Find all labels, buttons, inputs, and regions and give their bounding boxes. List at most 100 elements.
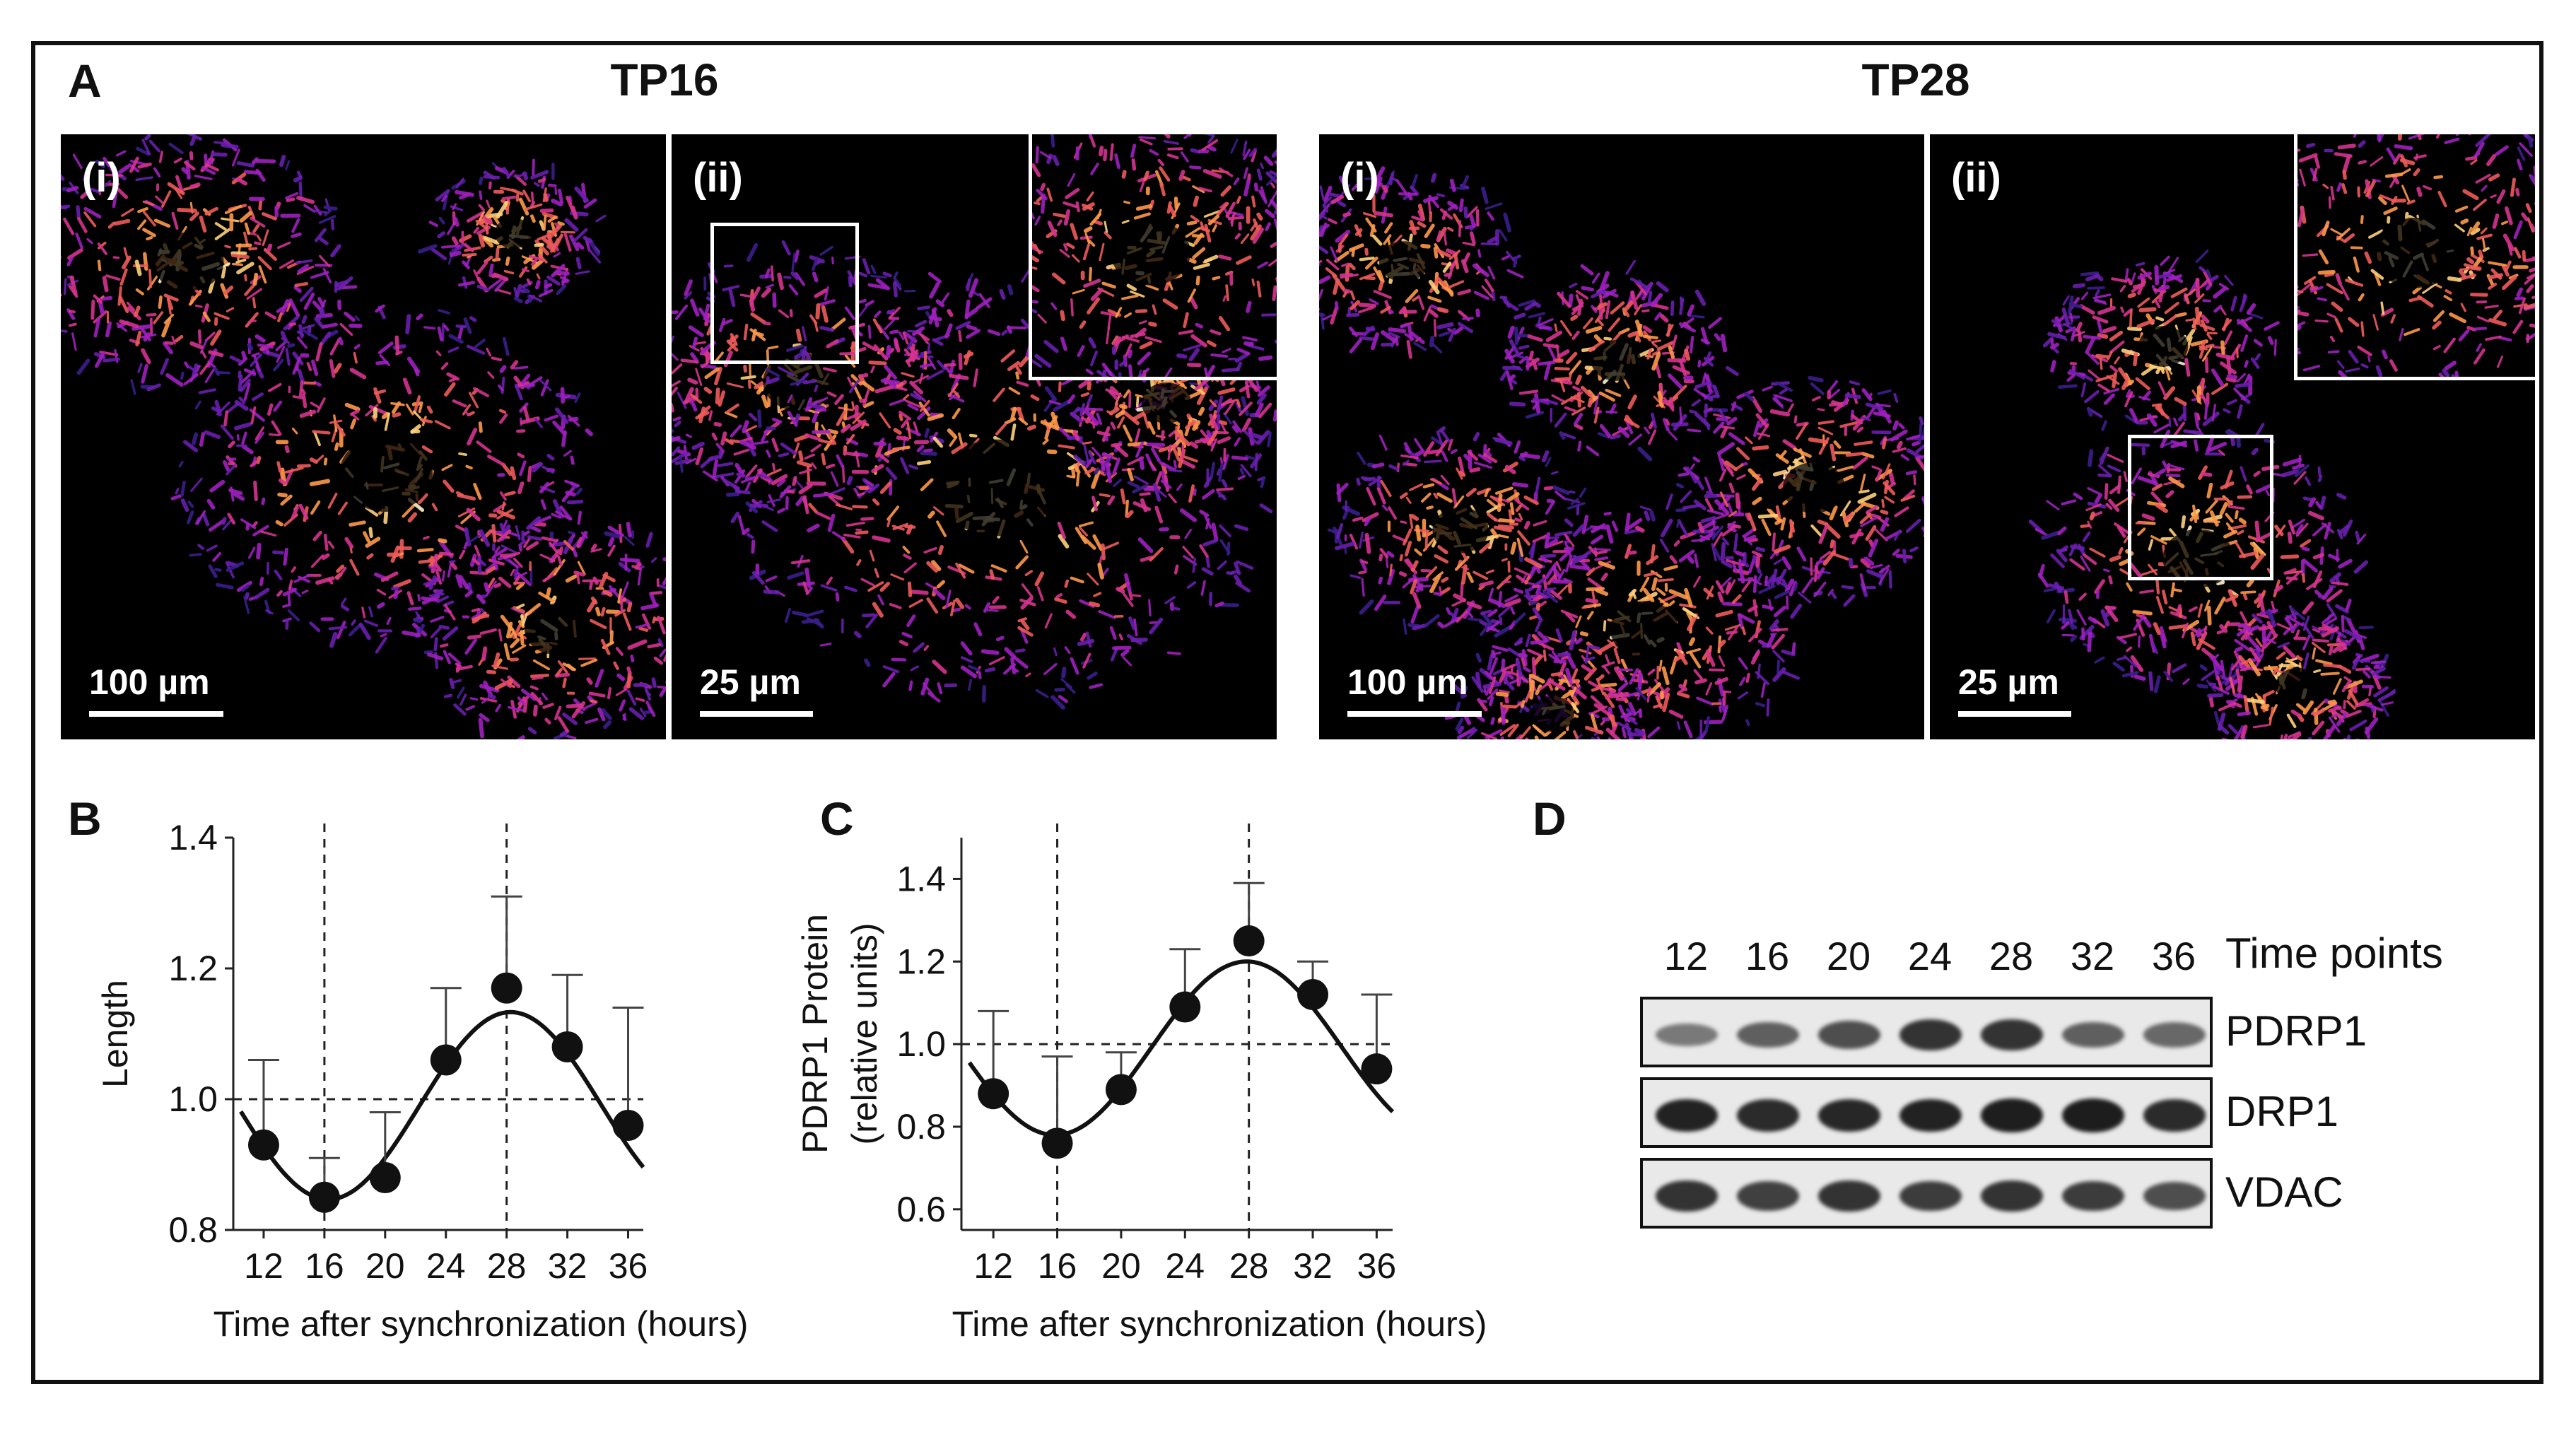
time-points-label: Time points (2225, 930, 2443, 977)
data-point (551, 1031, 583, 1062)
x-tick-label: 32 (548, 1246, 587, 1286)
blot-band (1818, 1021, 1880, 1049)
blot-strip-pdrp1 (1640, 997, 2213, 1067)
group-title-tp28: TP28 (1861, 54, 1970, 105)
blot-band (2143, 1099, 2206, 1132)
data-point (430, 1044, 462, 1076)
chart-length: 0.8 1.0 1.2 1.4 12 16 20 24 28 32 36 Time after syn… (71, 806, 778, 1385)
x-tick-label: 36 (609, 1246, 648, 1286)
inset-zoom (1029, 134, 1277, 380)
time-point-label: 32 (2070, 934, 2115, 978)
x-tick-label: 20 (1101, 1246, 1141, 1286)
x-tick-label: 28 (1229, 1246, 1269, 1286)
x-axis-label: Time after synchronization (hours) (952, 1304, 1487, 1344)
x-tick-label: 20 (365, 1246, 405, 1286)
time-point-label: 12 (1663, 934, 1709, 978)
micrograph-tp16-ii: (ii) 25 µm (672, 134, 1277, 739)
panel-letter-c: C (820, 792, 854, 845)
blot-band (1899, 1180, 1962, 1212)
time-point-label: 28 (1989, 934, 2034, 978)
time-point-label: 16 (1745, 934, 1790, 978)
y-axis-label: PDRP1 Protein (795, 914, 835, 1154)
y-axis-label: (relative units) (845, 923, 884, 1145)
blot-band (1899, 1098, 1962, 1132)
time-point-label: 24 (1907, 934, 1953, 978)
blot-band (2062, 1021, 2124, 1048)
blot-band (1737, 1021, 1799, 1048)
time-point-label: 36 (2151, 934, 2196, 978)
blot-band (1656, 1023, 1718, 1047)
x-tick-label: 28 (487, 1246, 527, 1286)
data-point (1297, 979, 1329, 1010)
x-tick-label: 16 (1038, 1246, 1077, 1286)
data-point (491, 972, 522, 1004)
panel-letter-b: B (68, 792, 102, 845)
blot-band (2062, 1098, 2124, 1132)
chart-c-svg: 0.6 0.8 1.0 1.2 1.4 12 16 20 24 28 32 36 Time after … (795, 824, 1487, 1344)
inset-selection-box (2128, 435, 2273, 580)
y-tick-label: 1.4 (896, 859, 946, 898)
blot-band (1737, 1181, 1799, 1211)
blot-row-label: DRP1 (2225, 1088, 2339, 1135)
y-axis-label: Length (95, 980, 135, 1088)
figure-frame (31, 41, 2543, 1384)
x-tick-label: 36 (1357, 1246, 1397, 1286)
mitochondria-image (2028, 250, 2396, 739)
blot-band (2062, 1180, 2124, 1212)
data-point (369, 1162, 401, 1193)
y-tick-label: 0.8 (896, 1107, 946, 1147)
fit-curve (239, 1009, 645, 1202)
x-tick-label: 24 (426, 1246, 466, 1286)
data-point (978, 1078, 1009, 1110)
x-tick-label: 32 (1293, 1246, 1333, 1286)
x-tick-label: 12 (973, 1246, 1013, 1286)
blot-strip-drp1 (1640, 1077, 2213, 1148)
time-point-label: 20 (1826, 934, 1871, 978)
blot-band (1981, 1019, 2043, 1050)
blot-band (1656, 1180, 1718, 1212)
inset-image (1032, 134, 1277, 377)
scale-bar: 25 µm (1958, 662, 2071, 717)
mitochondria-image (1319, 166, 1924, 739)
scale-bar: 100 µm (1347, 662, 1482, 717)
y-tick-label: 0.6 (896, 1190, 946, 1229)
panel-letter-d: D (1533, 792, 1567, 845)
blot-band (2143, 1182, 2206, 1210)
y-tick-label: 1.4 (168, 818, 218, 857)
blot-strip-vdac (1640, 1158, 2213, 1229)
blot-band (1981, 1180, 2043, 1212)
group-title-tp16: TP16 (610, 54, 719, 105)
chart-b-svg: 0.8 1.0 1.2 1.4 12 16 20 24 28 32 36 Time after syn… (95, 818, 748, 1344)
micrograph-tp28-ii: (ii) 25 µm (1930, 134, 2535, 739)
y-tick-label: 1.2 (168, 949, 218, 988)
data-point (247, 1129, 279, 1161)
image-label: (i) (82, 155, 121, 201)
mitochondria-image (61, 134, 666, 739)
data-point (1041, 1127, 1073, 1159)
y-tick-label: 1.2 (896, 942, 946, 981)
blot-band (1656, 1098, 1718, 1132)
blot-band (1818, 1099, 1880, 1132)
micrograph-tp28-i: (i) 100 µm (1319, 134, 1924, 739)
blot-row-label: PDRP1 (2225, 1007, 2367, 1055)
x-tick-label: 12 (244, 1246, 283, 1286)
blot-band (2143, 1022, 2206, 1048)
y-tick-label: 1.0 (168, 1079, 218, 1119)
blot-band (1981, 1098, 2043, 1132)
image-label: (i) (1340, 155, 1379, 201)
image-label: (ii) (1951, 155, 2001, 201)
blot-band (1818, 1180, 1880, 1212)
data-point (1361, 1053, 1393, 1085)
micrograph-tp16-i: (i) 100 µm (61, 134, 666, 739)
scale-bar: 100 µm (89, 662, 223, 717)
western-blot: 12 16 20 24 28 32 36 Time points PDRP1 DRP1 VDAC (1626, 930, 2517, 1230)
data-point (1169, 991, 1201, 1023)
data-point (308, 1181, 340, 1213)
blot-band (1737, 1099, 1799, 1132)
x-tick-label: 16 (305, 1246, 344, 1286)
y-tick-label: 1.0 (896, 1024, 946, 1064)
inset-image (2297, 134, 2535, 377)
y-tick-label: 0.8 (168, 1210, 218, 1250)
fit-curve (967, 959, 1395, 1137)
panel-letter-a: A (68, 54, 102, 107)
